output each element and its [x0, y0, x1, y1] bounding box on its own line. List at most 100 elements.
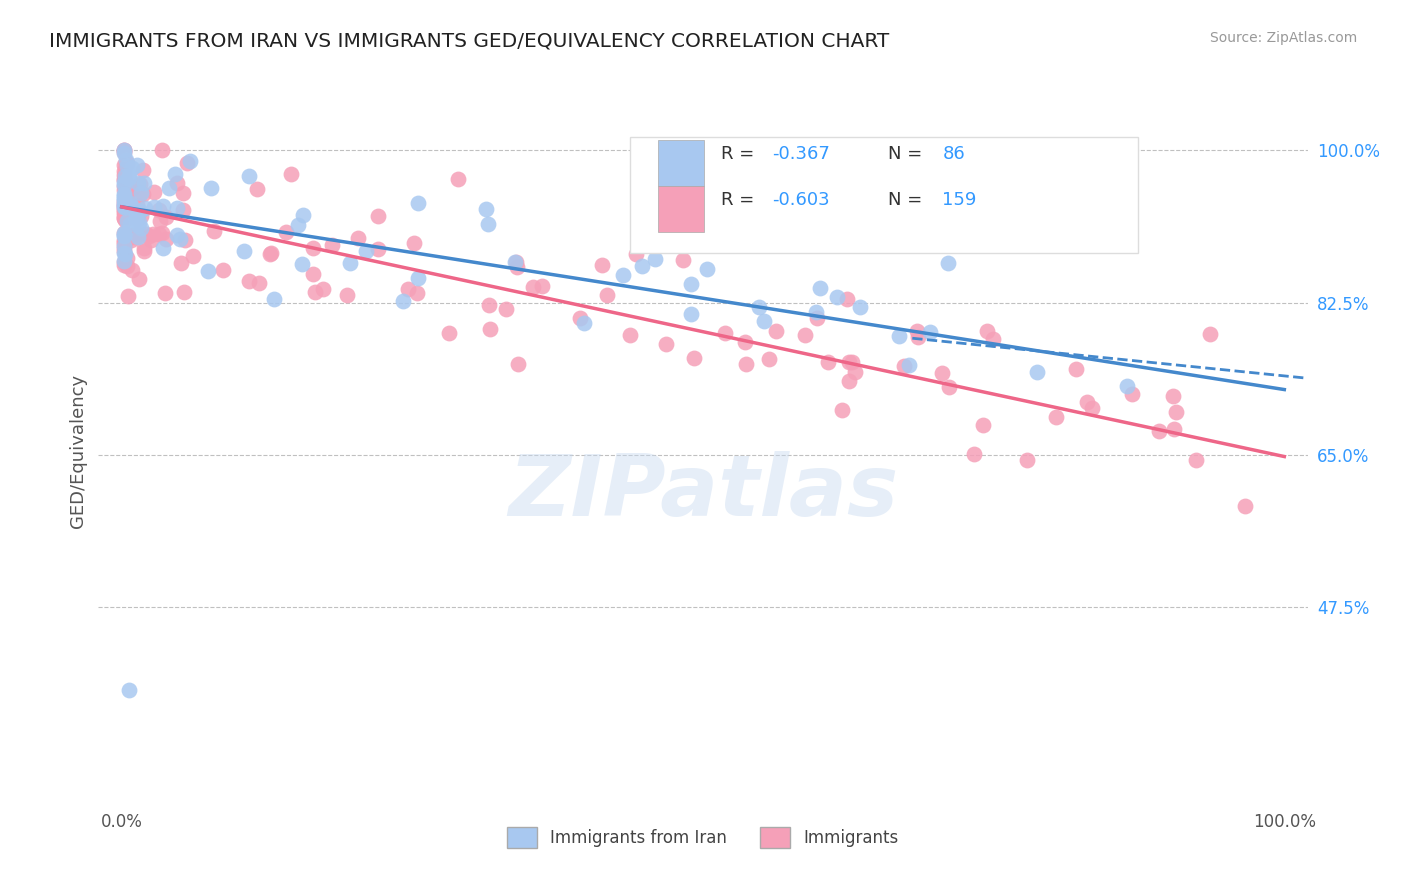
Text: R =: R =: [721, 145, 761, 163]
Point: [396, 282, 419, 296]
Point: [112, 175, 135, 189]
Point: [118, 682, 141, 697]
Point: [112, 254, 135, 268]
Point: [112, 241, 135, 255]
Point: [134, 244, 156, 258]
Point: [141, 233, 163, 247]
Point: [844, 366, 866, 380]
Point: [128, 203, 150, 218]
Point: [174, 233, 197, 247]
Point: [367, 209, 389, 223]
Point: [893, 359, 915, 373]
Point: [1076, 395, 1098, 409]
Point: [166, 227, 188, 242]
Point: [1026, 365, 1049, 379]
Point: [804, 305, 827, 319]
Point: [1163, 421, 1185, 435]
Point: [972, 418, 994, 433]
Point: [291, 208, 314, 222]
Point: [200, 181, 222, 195]
Point: [112, 197, 135, 211]
Point: [131, 221, 153, 235]
Point: [155, 285, 177, 300]
Point: [212, 262, 235, 277]
Point: [825, 290, 848, 304]
Point: [758, 352, 780, 367]
Point: [655, 337, 678, 351]
Point: [124, 206, 146, 220]
Point: [134, 176, 156, 190]
Point: [173, 285, 195, 299]
Point: [503, 254, 526, 268]
Point: [794, 327, 817, 342]
Point: [127, 176, 149, 190]
Point: [148, 227, 170, 242]
Point: [114, 153, 136, 167]
Point: [408, 196, 430, 211]
Point: [246, 182, 269, 196]
Point: [129, 178, 152, 192]
Point: [112, 144, 135, 158]
Point: [120, 218, 142, 232]
Point: [112, 226, 135, 240]
Point: [1045, 409, 1067, 424]
Point: [479, 322, 502, 336]
Point: [263, 292, 285, 306]
Point: [166, 201, 188, 215]
Text: 159: 159: [942, 191, 977, 210]
Text: -0.367: -0.367: [772, 145, 830, 163]
Bar: [658, 186, 704, 232]
Point: [714, 326, 737, 340]
Point: [112, 144, 135, 158]
Point: [748, 300, 770, 314]
Point: [112, 168, 135, 182]
Point: [406, 270, 429, 285]
Point: [112, 245, 135, 260]
Point: [291, 257, 314, 271]
Point: [150, 227, 173, 241]
Point: [280, 168, 302, 182]
Point: [112, 198, 135, 212]
Point: [170, 256, 193, 270]
Point: [115, 193, 138, 207]
Point: [115, 183, 138, 197]
Point: [808, 281, 831, 295]
Point: [125, 227, 148, 242]
Text: IMMIGRANTS FROM IRAN VS IMMIGRANTS GED/EQUIVALENCY CORRELATION CHART: IMMIGRANTS FROM IRAN VS IMMIGRANTS GED/E…: [49, 31, 890, 50]
Point: [172, 186, 194, 200]
Point: [112, 200, 135, 214]
Point: [125, 159, 148, 173]
Point: [121, 161, 143, 175]
Point: [112, 173, 135, 187]
Point: [127, 218, 149, 232]
Point: [118, 171, 141, 186]
Point: [752, 314, 775, 328]
Point: [112, 228, 135, 243]
Point: [129, 186, 152, 201]
Point: [115, 232, 138, 246]
Point: [115, 157, 138, 171]
Point: [157, 181, 180, 195]
Point: [619, 327, 641, 342]
Point: [112, 196, 135, 211]
Point: [683, 351, 706, 365]
Point: [121, 227, 143, 242]
Point: [679, 277, 702, 291]
Point: [114, 199, 136, 213]
Point: [898, 358, 921, 372]
Point: [118, 169, 141, 183]
Point: [202, 224, 225, 238]
Point: [301, 267, 323, 281]
Point: [938, 379, 960, 393]
Point: [591, 258, 613, 272]
Point: [115, 176, 138, 190]
Point: [630, 259, 652, 273]
Point: [112, 194, 135, 208]
Y-axis label: GED/Equivalency: GED/Equivalency: [69, 374, 87, 527]
Point: [125, 207, 148, 221]
Point: [115, 154, 138, 169]
Point: [1015, 452, 1038, 467]
Point: [920, 325, 942, 339]
Point: [125, 212, 148, 227]
Point: [172, 203, 194, 218]
